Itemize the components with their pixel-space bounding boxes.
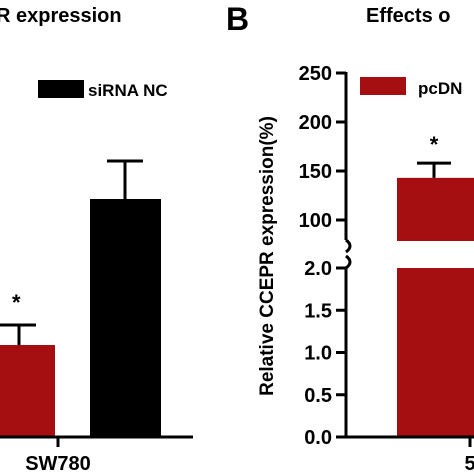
panel-b-significance: * bbox=[430, 132, 439, 157]
panel-a-bar-black bbox=[90, 159, 161, 437]
panel-b-axis-break-lower bbox=[345, 254, 352, 270]
panel-b-upper-tick-label: 100 bbox=[299, 210, 332, 232]
panel-b-lower-tick-label: 0.0 bbox=[304, 427, 332, 449]
panel-a-bar-black-rect bbox=[90, 199, 161, 437]
panel-a-bar-red-rect bbox=[0, 345, 55, 437]
panel-b-legend-swatch bbox=[360, 77, 406, 95]
panel-a-legend-swatch-black bbox=[38, 80, 84, 98]
panel-b-lower-tick-label: 2.0 bbox=[304, 258, 332, 280]
panel-b-lower-axis: 0.0 0.5 1.0 1.5 2.0 bbox=[304, 254, 352, 449]
panel-b-legend-label: pcDN bbox=[418, 79, 462, 98]
panel-a-bar-red bbox=[0, 323, 55, 437]
panel-b-title: Effects o bbox=[366, 5, 450, 27]
panel-b-letter: B bbox=[226, 1, 249, 37]
panel-a-legend-label: siRNA NC bbox=[88, 81, 168, 100]
panel-b-upper-tick-label: 200 bbox=[299, 112, 332, 134]
panel-b-bar-upper bbox=[397, 177, 474, 241]
panel-a-xtick-label: SW780 bbox=[25, 453, 91, 474]
panel-a-title: R expression bbox=[0, 5, 122, 27]
panel-b-xtick-label: 5 bbox=[464, 453, 474, 474]
panel-b-lower-tick-label: 0.5 bbox=[304, 385, 332, 407]
panel-b-upper-tick-label: 150 bbox=[299, 161, 332, 183]
panel-b-lower-tick-label: 1.0 bbox=[304, 343, 332, 365]
panel-b-axis-break-upper bbox=[345, 238, 352, 254]
panel-b-bar-lower bbox=[397, 268, 474, 437]
panel-a-significance: * bbox=[12, 290, 21, 315]
panel-a-legend-swatch-red-partial bbox=[0, 80, 27, 98]
panel-b: B Effects o Relative CCEPR expression(%)… bbox=[226, 1, 474, 474]
panel-b-upper-tick-label: 250 bbox=[299, 63, 332, 85]
panel-b-upper-axis: 100 150 200 250 bbox=[299, 63, 352, 254]
panel-a: R expression siRNA NC * SW780 bbox=[0, 5, 193, 474]
panel-b-lower-tick-label: 1.5 bbox=[304, 300, 332, 322]
panel-b-ylabel: Relative CCEPR expression(%) bbox=[257, 116, 278, 396]
